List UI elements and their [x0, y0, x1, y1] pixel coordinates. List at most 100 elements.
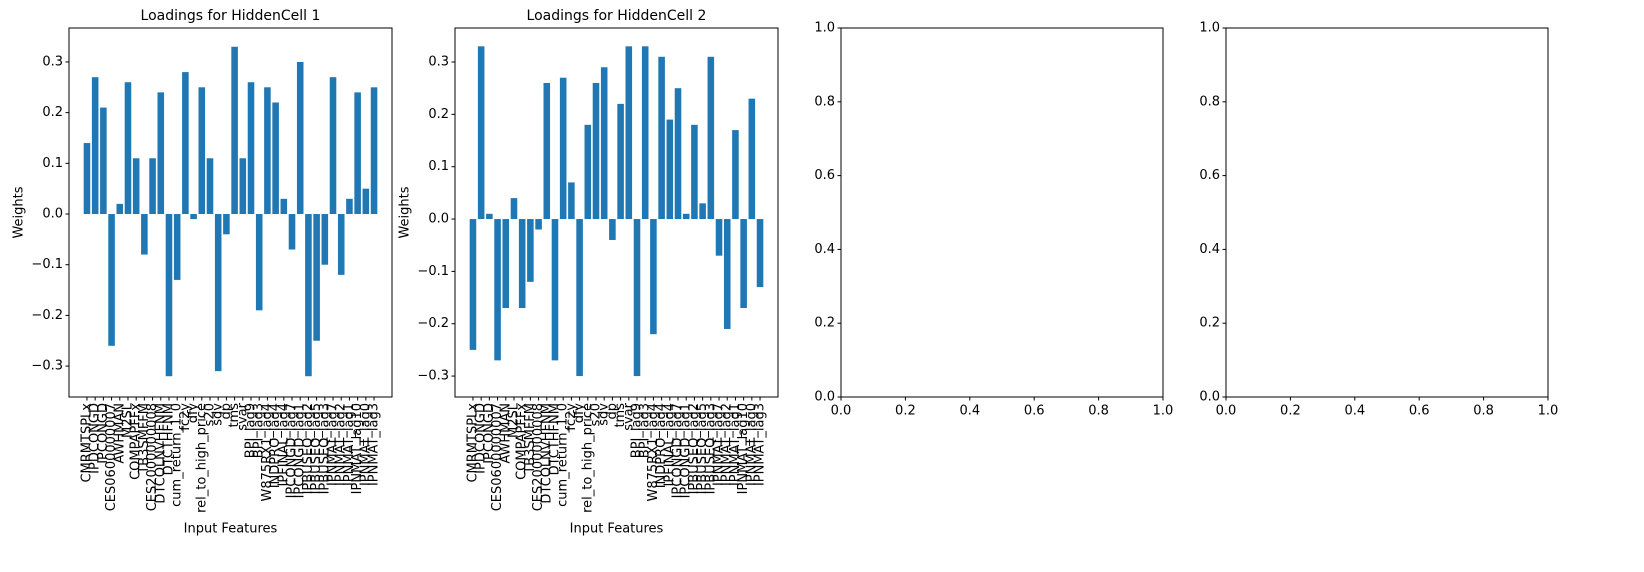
x-tick-label: CES2000000008: [531, 403, 546, 511]
x-tick-label: AWHMAN: [498, 403, 513, 464]
x-tick-label: IPBUSEQ_lag3: [703, 403, 718, 494]
x-tick-label: IPNMAT_lag7: [712, 403, 727, 486]
x-tick-label: 0.0: [1216, 404, 1237, 419]
x-tick-label: TB3SMFFM: [137, 403, 152, 475]
bar: [370, 87, 378, 215]
x-tick-label: INDPRO_lag4: [654, 403, 669, 488]
x-tick-label: cum_return_1_0: [170, 403, 185, 507]
x-tick-label: 0.8: [1473, 404, 1494, 419]
x-tick-label: fc2y: [564, 403, 579, 431]
x-tick-label: BPI_lag9: [630, 403, 645, 458]
x-tick-label: CES0600000007: [104, 403, 119, 511]
x-tick-label: BPI_lag9: [244, 403, 259, 458]
x-tick-label: svar: [621, 402, 636, 430]
y-tick-label: −0.1: [417, 264, 449, 279]
axes-frame: [454, 27, 779, 398]
bar: [486, 213, 493, 220]
bar: [650, 219, 657, 335]
x-tick-label: W875RX1_lag4: [646, 403, 661, 501]
bar: [231, 46, 238, 215]
y-tick-label: −0.2: [31, 308, 63, 323]
bar: [732, 130, 739, 220]
bar: [477, 46, 485, 220]
x-axis-label: Input Features: [184, 522, 278, 537]
x-tick-label: M2SL: [506, 402, 521, 438]
bar: [699, 203, 706, 220]
x-tick-label: BPI_lag3: [638, 403, 653, 458]
x-tick-label: 0.8: [1088, 404, 1109, 419]
x-tick-label: rel_to_high_price: [580, 403, 595, 513]
y-tick-label: −0.3: [417, 369, 449, 384]
x-tick-label: IPCONGD_lag7: [671, 403, 686, 498]
x-tick-label: sdv: [211, 403, 226, 426]
y-tick-label: −0.1: [31, 257, 63, 272]
bar: [625, 46, 633, 220]
bar: [502, 219, 510, 309]
x-tick-label: svar: [235, 402, 250, 430]
bar: [666, 119, 674, 220]
x-tick-label: 0.4: [1344, 404, 1365, 419]
bar: [313, 214, 320, 341]
x-tick-label: sdv: [597, 403, 612, 426]
x-tick-label: DTCOLNVHFNM: [153, 403, 168, 504]
y-tick-label: 0.1: [428, 159, 449, 174]
axes-frame: [840, 27, 1164, 398]
bar: [321, 214, 329, 265]
bar: [165, 214, 173, 377]
y-tick-label: 0.4: [814, 242, 835, 257]
x-tick-label: IPBUSEQ_lag3: [317, 403, 332, 494]
x-tick-label: dp: [219, 403, 234, 420]
x-tick-label: rel_to_high_price: [194, 403, 209, 513]
x-tick-label: dp: [605, 403, 620, 420]
y-tick-label: 0.2: [42, 105, 63, 120]
x-tick-label: IPNMAT_lag10: [736, 403, 751, 494]
bar: [535, 219, 542, 230]
x-tick-label: dfy: [572, 403, 587, 424]
bar: [255, 214, 263, 311]
bar: [469, 219, 477, 350]
x-tick-label: BPI_lag3: [252, 403, 267, 458]
y-tick-label: 0.4: [1199, 242, 1220, 257]
x-tick-label: IPNMAT_lag1: [728, 403, 743, 486]
bar: [288, 214, 296, 250]
bar: [223, 214, 230, 235]
x-tick-label: W875RX1_lag4: [260, 403, 275, 501]
bar: [682, 213, 690, 220]
x-tick-label: IPCONGD_lag1: [679, 403, 694, 498]
y-tick-label: 0.0: [1199, 390, 1220, 405]
x-tick-label: 0.4: [959, 404, 980, 419]
chart-title: Loadings for HiddenCell 2: [527, 8, 707, 24]
x-tick-label: IPBUSEQ_lag5: [309, 403, 324, 494]
bar: [543, 82, 551, 220]
bar: [362, 188, 370, 215]
x-tick-label: IPDCONGD: [88, 403, 103, 474]
bar: [494, 219, 501, 361]
x-tick-label: DTCOLNVHFNM: [539, 403, 554, 504]
x-tick-label: 0.2: [895, 404, 916, 419]
bar: [214, 214, 222, 372]
bar: [346, 198, 353, 215]
x-tick-label: CMRMTSPLx: [465, 403, 480, 483]
x-tick-label: IPNMAT_lag7: [326, 403, 341, 486]
bar: [264, 87, 271, 215]
y-tick-label: 0.1: [42, 156, 63, 171]
bar: [157, 92, 165, 215]
bar: [141, 214, 148, 255]
bar: [691, 124, 698, 220]
bar: [748, 98, 756, 220]
y-tick-label: 0.3: [428, 55, 449, 70]
bar: [337, 214, 345, 275]
x-tick-label: DTCTHFNM: [547, 403, 562, 475]
bar: [707, 56, 715, 220]
y-tick-label: −0.3: [31, 359, 63, 374]
bar: [190, 214, 197, 220]
y-tick-label: 0.2: [814, 316, 835, 331]
x-tick-label: IPNMAT_lag1: [342, 403, 357, 486]
x-tick-label: IPCONGD_lag7: [285, 403, 300, 498]
bar: [527, 219, 534, 282]
y-tick-label: 0.0: [42, 207, 63, 222]
y-axis-label: Weights: [398, 186, 413, 238]
bar: [247, 82, 255, 215]
bar: [116, 203, 124, 215]
